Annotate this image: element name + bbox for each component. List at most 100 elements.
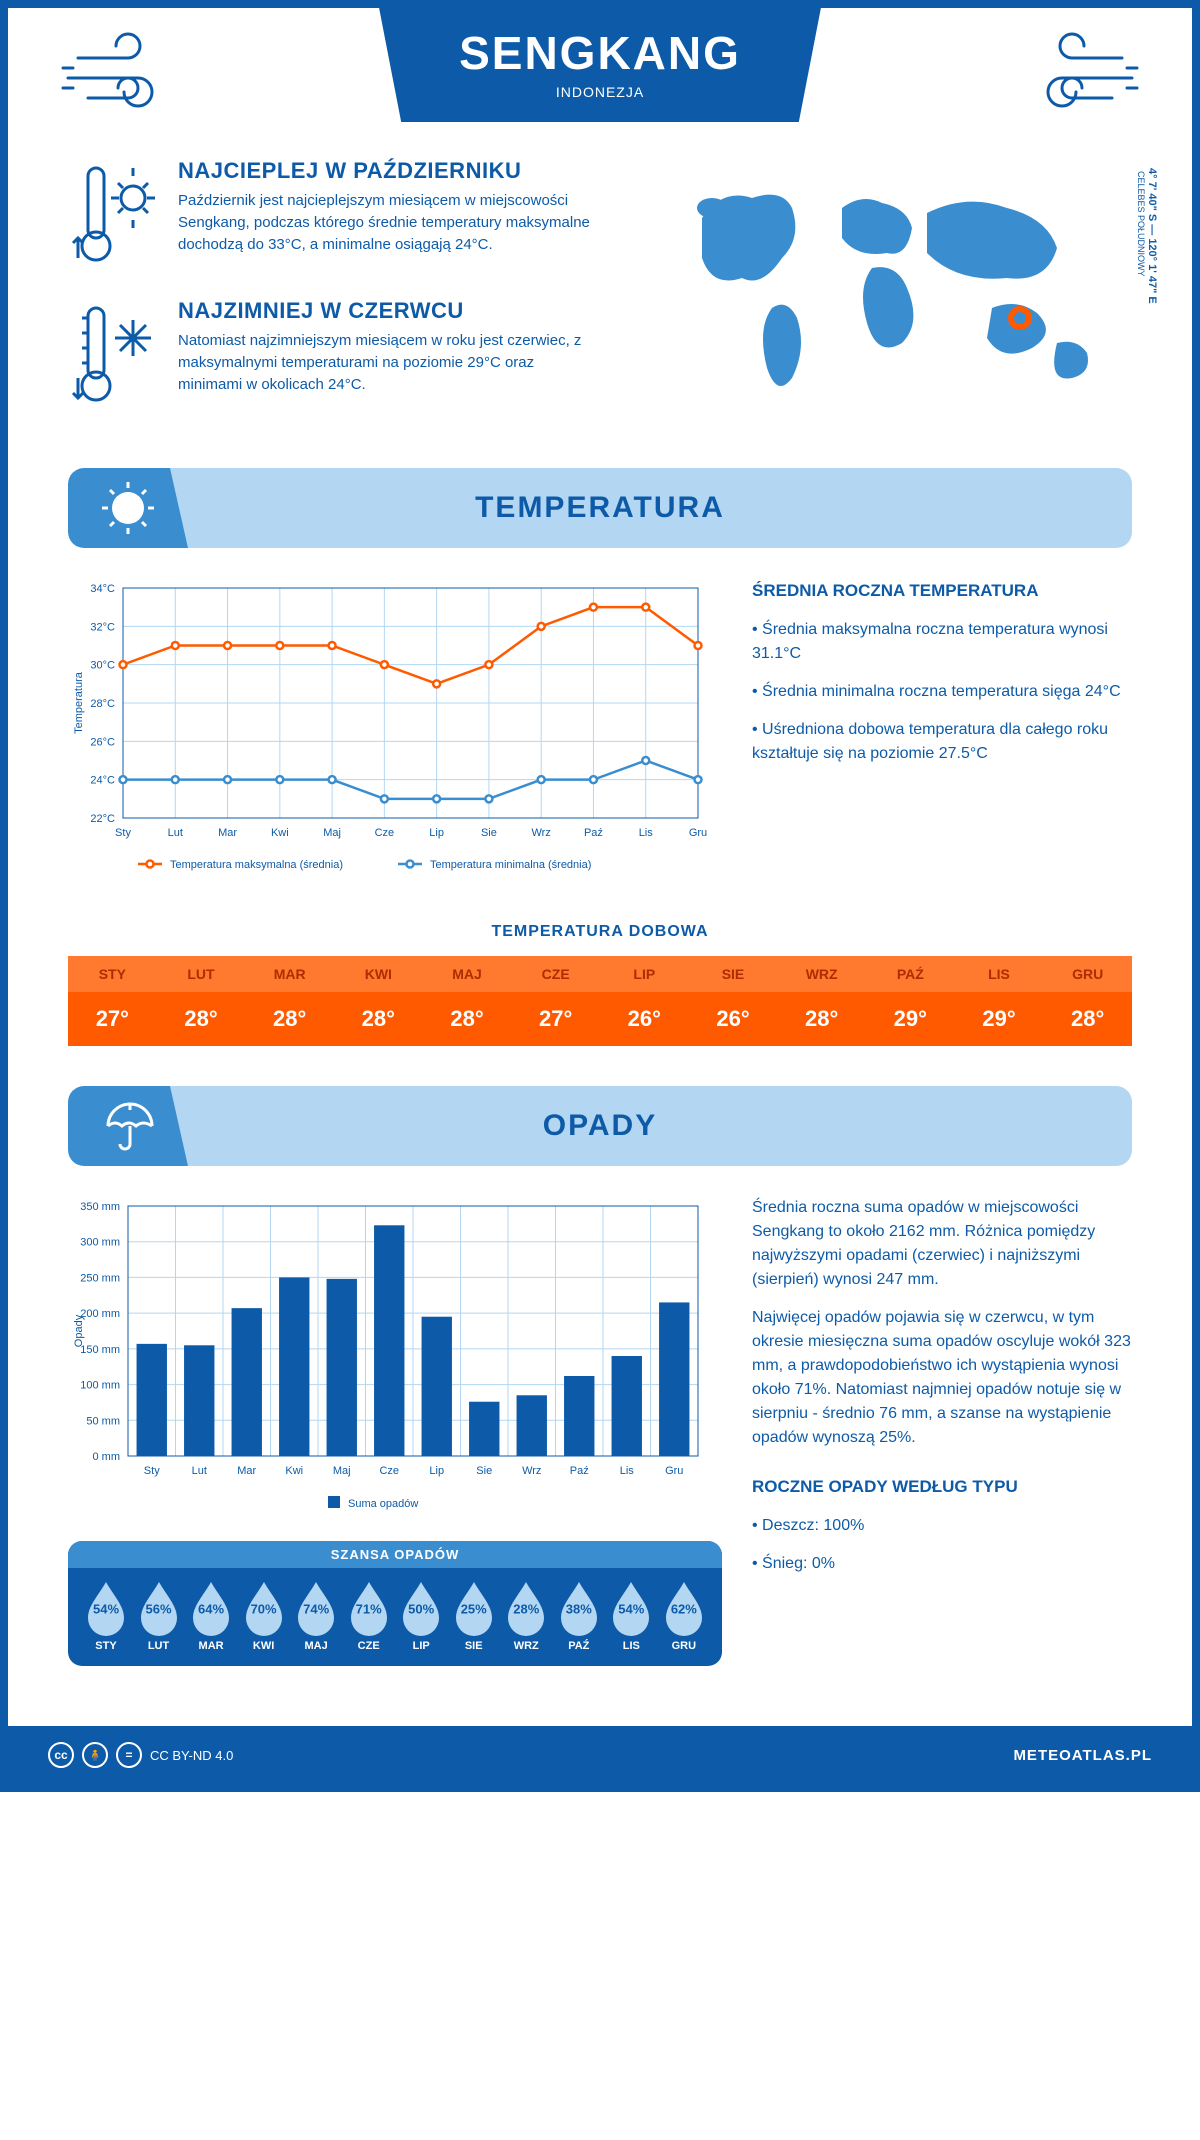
- thermometer-hot-icon: [68, 158, 158, 268]
- precip-drop: 28%WRZ: [504, 1580, 548, 1652]
- thermometer-cold-icon: [68, 298, 158, 408]
- umbrella-icon: [68, 1086, 188, 1166]
- svg-text:Lis: Lis: [620, 1465, 635, 1477]
- top-info-section: NAJCIEPLEJ W PAŹDZIERNIKU Październik je…: [8, 158, 1192, 468]
- svg-text:300 mm: 300 mm: [80, 1237, 120, 1249]
- coldest-heading: NAJZIMNIEJ W CZERWCU: [178, 298, 598, 324]
- site-name: METEOATLAS.PL: [1013, 1747, 1152, 1764]
- temp-table-month: SIE: [689, 956, 778, 992]
- precip-bar-chart: 0 mm50 mm100 mm150 mm200 mm250 mm300 mm3…: [68, 1196, 708, 1516]
- temperature-side-text: ŚREDNIA ROCZNA TEMPERATURA • Średnia mak…: [752, 578, 1132, 883]
- warmest-heading: NAJCIEPLEJ W PAŹDZIERNIKU: [178, 158, 598, 184]
- precip-drop: 70%KWI: [242, 1580, 286, 1652]
- license-block: cc 🧍 = CC BY-ND 4.0: [48, 1742, 233, 1768]
- svg-text:30°C: 30°C: [90, 660, 115, 672]
- precip-drop: 54%LIS: [609, 1580, 653, 1652]
- svg-text:Mar: Mar: [218, 827, 237, 839]
- svg-text:32°C: 32°C: [90, 621, 115, 633]
- precip-chart-row: 0 mm50 mm100 mm150 mm200 mm250 mm300 mm3…: [8, 1166, 1192, 1696]
- svg-text:Lip: Lip: [429, 827, 444, 839]
- svg-text:100 mm: 100 mm: [80, 1380, 120, 1392]
- temp-side-p2: • Średnia minimalna roczna temperatura s…: [752, 680, 1132, 704]
- temp-table-month: LIP: [600, 956, 689, 992]
- temperature-chart-row: 22°C24°C26°C28°C30°C32°C34°CStyLutMarKwi…: [8, 548, 1192, 913]
- svg-text:Lut: Lut: [168, 827, 183, 839]
- temp-side-heading: ŚREDNIA ROCZNA TEMPERATURA: [752, 578, 1132, 604]
- svg-text:Lip: Lip: [429, 1465, 444, 1477]
- svg-text:Sty: Sty: [144, 1465, 160, 1477]
- precip-drops-row: 54%STY56%LUT64%MAR70%KWI74%MAJ71%CZE50%L…: [84, 1580, 706, 1652]
- daily-temp-table: STYLUTMARKWIMAJCZELIPSIEWRZPAŹLISGRU27°2…: [68, 956, 1132, 1046]
- svg-text:Cze: Cze: [379, 1465, 399, 1477]
- precip-side-p1: Średnia roczna suma opadów w miejscowośc…: [752, 1196, 1132, 1292]
- warmest-text: Październik jest najcieplejszym miesiące…: [178, 190, 598, 255]
- temp-table-month: LUT: [157, 956, 246, 992]
- temp-table-month: GRU: [1043, 956, 1132, 992]
- precip-drop: 54%STY: [84, 1580, 128, 1652]
- cc-icon: cc: [48, 1742, 74, 1768]
- svg-text:Paź: Paź: [570, 1465, 589, 1477]
- temp-table-month: MAR: [245, 956, 334, 992]
- precip-chart-col: 0 mm50 mm100 mm150 mm200 mm250 mm300 mm3…: [68, 1196, 722, 1666]
- temp-table-value: 27°: [68, 992, 157, 1046]
- precip-chance-title: SZANSA OPADÓW: [68, 1541, 722, 1568]
- temp-table-month: WRZ: [777, 956, 866, 992]
- temp-table-value: 26°: [689, 992, 778, 1046]
- title-block: SENGKANG INDONEZJA: [379, 8, 821, 122]
- temp-table-value: 29°: [866, 992, 955, 1046]
- temp-table-value: 28°: [245, 992, 334, 1046]
- svg-text:Wrz: Wrz: [522, 1465, 541, 1477]
- svg-text:34°C: 34°C: [90, 583, 115, 595]
- temp-table-value: 28°: [157, 992, 246, 1046]
- svg-text:50 mm: 50 mm: [86, 1415, 120, 1427]
- svg-text:Gru: Gru: [665, 1465, 683, 1477]
- warmest-block: NAJCIEPLEJ W PAŹDZIERNIKU Październik je…: [68, 158, 632, 268]
- temp-table-value: 28°: [777, 992, 866, 1046]
- svg-text:Temperatura: Temperatura: [73, 671, 85, 734]
- svg-text:0 mm: 0 mm: [93, 1451, 121, 1463]
- svg-text:250 mm: 250 mm: [80, 1272, 120, 1284]
- svg-text:Paź: Paź: [584, 827, 603, 839]
- precip-chance-panel: SZANSA OPADÓW 54%STY56%LUT64%MAR70%KWI74…: [68, 1541, 722, 1666]
- svg-text:Opady: Opady: [73, 1314, 85, 1347]
- svg-text:Sie: Sie: [476, 1465, 492, 1477]
- temp-table-month: STY: [68, 956, 157, 992]
- world-map: 4° 7' 40" S — 120° 1' 47" E CELEBES POŁU…: [662, 158, 1132, 438]
- city-title: SENGKANG: [459, 26, 741, 80]
- temp-table-month: LIS: [955, 956, 1044, 992]
- svg-text:28°C: 28°C: [90, 698, 115, 710]
- country-subtitle: INDONEZJA: [459, 84, 741, 100]
- daily-temp-title: TEMPERATURA DOBOWA: [8, 923, 1192, 941]
- svg-text:Suma opadów: Suma opadów: [348, 1498, 418, 1510]
- precip-type-heading: ROCZNE OPADY WEDŁUG TYPU: [752, 1474, 1132, 1500]
- svg-text:Sty: Sty: [115, 827, 131, 839]
- temperature-banner: TEMPERATURA: [68, 468, 1132, 548]
- temp-table-month: PAŹ: [866, 956, 955, 992]
- precip-drop: 50%LIP: [399, 1580, 443, 1652]
- infographic-container: SENGKANG INDONEZJA: [0, 0, 1200, 1792]
- temp-table-month: MAJ: [423, 956, 512, 992]
- coldest-block: NAJZIMNIEJ W CZERWCU Natomiast najzimnie…: [68, 298, 632, 408]
- coldest-text: Natomiast najzimniejszym miesiącem w rok…: [178, 330, 598, 395]
- by-icon: 🧍: [82, 1742, 108, 1768]
- precip-side-text: Średnia roczna suma opadów w miejscowośc…: [752, 1196, 1132, 1666]
- precip-drop: 71%CZE: [347, 1580, 391, 1652]
- license-text: CC BY-ND 4.0: [150, 1748, 233, 1763]
- sun-icon: [68, 468, 188, 548]
- temperature-line-chart: 22°C24°C26°C28°C30°C32°C34°CStyLutMarKwi…: [68, 578, 722, 883]
- precip-drop: 64%MAR: [189, 1580, 233, 1652]
- precip-drop: 56%LUT: [137, 1580, 181, 1652]
- temp-table-value: 29°: [955, 992, 1044, 1046]
- precip-title: OPADY: [188, 1109, 1132, 1143]
- svg-text:Temperatura minimalna (średnia: Temperatura minimalna (średnia): [430, 859, 591, 871]
- left-info-col: NAJCIEPLEJ W PAŹDZIERNIKU Październik je…: [68, 158, 632, 438]
- footer: cc 🧍 = CC BY-ND 4.0 METEOATLAS.PL: [8, 1726, 1192, 1784]
- temp-table-month: CZE: [511, 956, 600, 992]
- svg-text:Lut: Lut: [192, 1465, 207, 1477]
- nd-icon: =: [116, 1742, 142, 1768]
- svg-text:Wrz: Wrz: [532, 827, 551, 839]
- temp-side-p1: • Średnia maksymalna roczna temperatura …: [752, 618, 1132, 666]
- temp-table-value: 26°: [600, 992, 689, 1046]
- header: SENGKANG INDONEZJA: [8, 8, 1192, 158]
- coordinates: 4° 7' 40" S — 120° 1' 47" E CELEBES POŁU…: [1136, 168, 1158, 304]
